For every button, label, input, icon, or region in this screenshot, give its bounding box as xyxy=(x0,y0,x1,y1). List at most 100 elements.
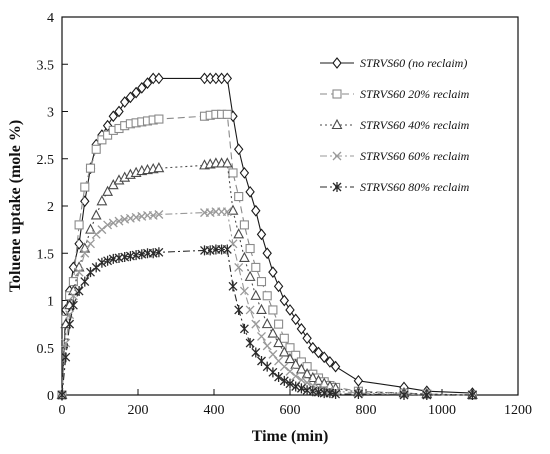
data-point xyxy=(57,390,67,400)
data-point xyxy=(61,338,71,348)
x-tick-label: 400 xyxy=(204,403,225,418)
data-point xyxy=(274,319,284,329)
data-point xyxy=(251,347,261,358)
data-point xyxy=(239,286,249,296)
data-point xyxy=(153,162,165,173)
x-axis-title: Time (min) xyxy=(252,428,329,445)
data-point xyxy=(251,262,261,272)
data-point xyxy=(279,333,289,343)
data-point xyxy=(137,81,147,94)
data-point xyxy=(108,218,118,228)
data-point xyxy=(291,381,301,392)
data-point xyxy=(245,305,255,315)
legend-item: STRVS60 80% reclaim xyxy=(320,180,470,194)
y-tick-label: 0 xyxy=(47,389,54,404)
data-point xyxy=(80,182,90,192)
data-point xyxy=(261,317,273,329)
data-point xyxy=(262,247,272,260)
data-point xyxy=(97,225,107,235)
data-point xyxy=(154,247,164,258)
y-tick-label: 2 xyxy=(47,200,54,215)
data-point xyxy=(273,280,284,293)
data-point xyxy=(125,91,136,104)
data-point xyxy=(257,331,266,341)
data-point xyxy=(90,209,102,220)
y-tick-label: 1 xyxy=(47,295,54,310)
data-point xyxy=(227,204,239,215)
data-point xyxy=(268,266,278,279)
data-point xyxy=(353,374,364,387)
data-point xyxy=(279,375,289,386)
x-tick-label: 1000 xyxy=(428,403,456,418)
data-point xyxy=(256,228,267,241)
x-tick-label: 1200 xyxy=(504,403,532,418)
data-point xyxy=(154,114,164,124)
y-tick-label: 3.5 xyxy=(37,58,55,73)
data-point xyxy=(239,323,249,334)
data-point xyxy=(222,109,232,119)
data-point xyxy=(61,352,71,363)
data-point xyxy=(228,168,238,178)
legend-label: STRVS60 80% reclaim xyxy=(360,180,470,194)
data-point xyxy=(234,192,244,202)
data-point xyxy=(467,390,477,400)
x-tick-label: 0 xyxy=(59,403,66,418)
data-point xyxy=(86,239,95,249)
data-point xyxy=(74,286,84,297)
series-5 xyxy=(57,244,477,400)
legend-label: STRVS60 20% reclaim xyxy=(360,87,470,101)
data-point xyxy=(256,277,267,287)
y-axis-title: Toluene uptake (mole %) xyxy=(7,120,24,292)
legend-marker xyxy=(332,57,342,69)
data-point xyxy=(325,356,335,368)
data-point xyxy=(65,310,75,320)
x-axis: 0 200 400 600 800 1000 1200 xyxy=(59,389,532,418)
data-point xyxy=(285,366,295,376)
data-point xyxy=(102,185,114,196)
data-point xyxy=(296,383,306,394)
data-point xyxy=(399,390,409,400)
data-point xyxy=(290,313,301,326)
data-point xyxy=(296,322,307,335)
data-point xyxy=(233,143,244,156)
plot-area xyxy=(61,16,519,396)
data-point xyxy=(353,389,363,400)
data-point xyxy=(154,72,164,85)
series-layer xyxy=(56,72,478,401)
legend-marker xyxy=(331,118,343,130)
data-point xyxy=(91,144,101,154)
data-point xyxy=(256,303,267,315)
data-point xyxy=(234,304,244,315)
legend: STRVS60 (no reclaim) STRVS60 20% reclaim S… xyxy=(320,56,470,194)
data-point xyxy=(80,248,90,258)
data-point xyxy=(251,319,261,329)
data-point xyxy=(318,377,330,388)
legend-item: STRVS60 20% reclaim xyxy=(320,87,470,101)
data-point xyxy=(222,244,232,255)
data-point xyxy=(331,389,341,400)
data-point xyxy=(91,262,101,273)
data-point xyxy=(330,360,341,373)
data-point xyxy=(302,332,312,345)
legend-item: STRVS60 40% reclaim xyxy=(320,118,470,132)
data-point xyxy=(142,77,153,90)
data-point xyxy=(295,363,307,374)
data-point xyxy=(114,105,124,118)
data-point xyxy=(244,270,256,281)
data-point xyxy=(274,372,284,383)
data-point xyxy=(238,251,250,263)
data-point xyxy=(279,294,290,307)
legend-item: STRVS60 (no reclaim) xyxy=(320,56,467,70)
data-point xyxy=(68,300,78,311)
x-tick-label: 200 xyxy=(128,403,149,418)
legend-label: STRVS60 40% reclaim xyxy=(360,118,470,132)
data-point xyxy=(234,262,244,272)
data-point xyxy=(268,305,278,315)
x-tick-label: 800 xyxy=(356,403,377,418)
legend-marker xyxy=(332,151,342,161)
data-point xyxy=(251,204,261,217)
data-point xyxy=(308,341,318,354)
data-point xyxy=(228,281,238,292)
legend-item: STRVS60 60% reclaim xyxy=(320,149,470,163)
